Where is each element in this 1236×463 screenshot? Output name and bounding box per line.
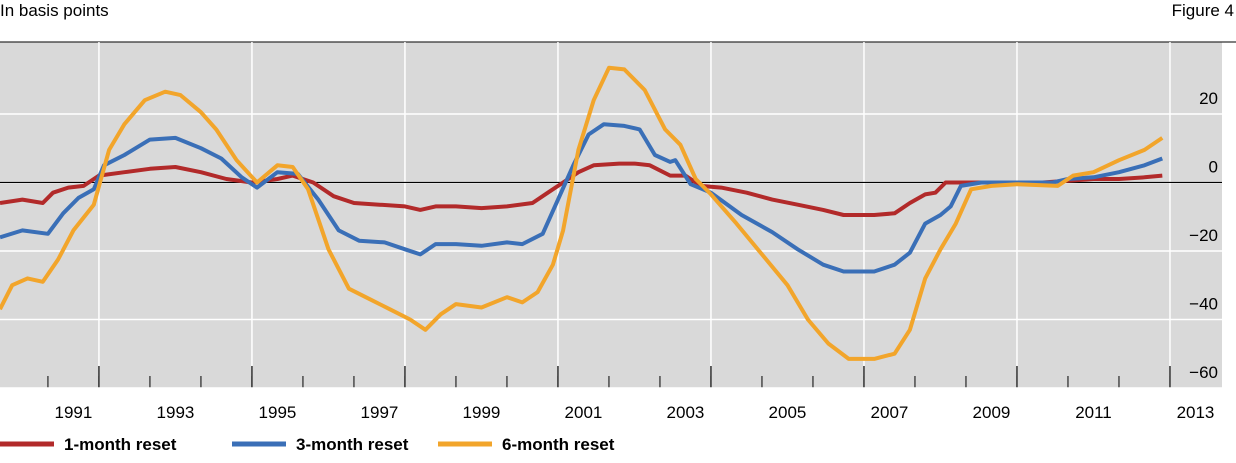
y-tick-label: −40: [1189, 294, 1218, 313]
x-tick-label: 1993: [157, 403, 195, 422]
x-tick-label: 2011: [1075, 403, 1112, 422]
series-line: [0, 161, 1163, 217]
y-tick-label: 20: [1199, 89, 1218, 108]
legend-label: 3-month reset: [296, 435, 409, 454]
y-tick-label: −20: [1189, 226, 1218, 245]
x-tick-label: 1991: [55, 403, 93, 422]
x-tick-label: 1999: [463, 403, 501, 422]
x-tick-label: 2013: [1177, 403, 1215, 422]
x-tick-label: 2009: [973, 403, 1011, 422]
x-tick-label: 1997: [361, 403, 399, 422]
x-tick-label: 2003: [667, 403, 705, 422]
y-tick-label: 0: [1209, 157, 1218, 176]
plot-area: [0, 42, 1222, 388]
legend-label: 6-month reset: [502, 435, 615, 454]
x-tick-label: 2005: [769, 403, 807, 422]
x-tick-label: 2007: [871, 403, 909, 422]
y-tick-label: −60: [1189, 363, 1218, 382]
legend-label: 1-month reset: [64, 435, 177, 454]
series-line: [0, 65, 1164, 361]
subtitle: In basis points: [0, 1, 109, 20]
series-line: [0, 122, 1164, 274]
x-tick-label: 2001: [565, 403, 603, 422]
x-tick-label: 1995: [259, 403, 297, 422]
figure-label: Figure 4: [1172, 1, 1234, 20]
